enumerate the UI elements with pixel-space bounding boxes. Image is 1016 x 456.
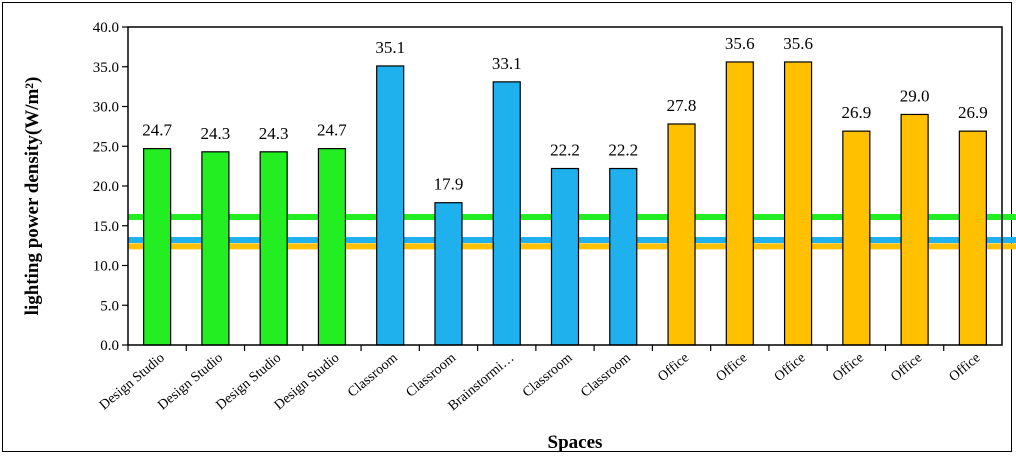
bar: [201, 151, 230, 346]
bar: [317, 148, 347, 346]
bar: [492, 81, 521, 346]
data-label: 26.9: [958, 103, 988, 122]
data-label: 22.2: [608, 141, 638, 160]
bar: [667, 123, 696, 346]
y-axis: 0.0 5.0 10.0 15.0 20.0 25.0 30.0 35.0 40.0: [93, 20, 128, 354]
x-axis-title: Spaces: [548, 432, 603, 453]
bar: [783, 61, 813, 346]
data-label: 27.8: [667, 96, 697, 115]
bar: [143, 148, 172, 346]
x-category-label: Office: [830, 351, 867, 385]
x-category-label: Classroom: [345, 351, 401, 401]
y-axis-title: lighting power density(W/m²): [22, 77, 43, 316]
bar: [550, 167, 580, 346]
bar: [609, 167, 638, 346]
data-label: 22.2: [550, 141, 580, 160]
x-category-label: Office: [772, 351, 809, 385]
bar: [725, 61, 754, 346]
data-label: 33.1: [492, 54, 522, 73]
x-category-label: Office: [714, 351, 751, 385]
x-category-label: Classroom: [404, 351, 460, 401]
bar: [434, 202, 463, 346]
bar-series: [143, 61, 987, 346]
data-labels: 24.7 24.3 24.3 24.7 35.1 17.9 33.1 22.2 22.2 27.8…: [142, 34, 987, 194]
data-label: 24.7: [317, 121, 347, 140]
data-label: 35.6: [725, 34, 755, 53]
y-tick-label: 10.0: [93, 259, 119, 275]
data-label: 26.9: [841, 103, 871, 122]
bar: [958, 130, 987, 346]
y-tick-label: 25.0: [93, 139, 119, 155]
bar: [900, 113, 929, 346]
x-category-label: Classroom: [520, 351, 576, 401]
x-category-label: Office: [888, 351, 925, 385]
y-tick-label: 15.0: [93, 219, 119, 235]
y-tick-label: 20.0: [93, 179, 119, 195]
data-label: 17.9: [434, 175, 464, 194]
y-tick-label: 40.0: [93, 20, 119, 36]
data-label: 35.1: [375, 38, 405, 57]
data-label: 35.6: [783, 34, 813, 53]
x-category-label: Classroom: [578, 351, 634, 401]
y-tick-label: 30.0: [93, 100, 119, 116]
data-label: 24.3: [201, 124, 231, 143]
data-label: 29.0: [900, 86, 930, 105]
y-tick-label: 35.0: [93, 60, 119, 76]
bar: [842, 130, 871, 346]
data-label: 24.3: [259, 124, 289, 143]
y-tick-label: 5.0: [100, 298, 119, 314]
bar: [376, 65, 405, 346]
x-category-label: Office: [947, 351, 984, 385]
bar: [259, 151, 288, 346]
x-category-label: Office: [655, 351, 692, 385]
y-tick-label: 0.0: [100, 338, 119, 354]
data-label: 24.7: [142, 121, 172, 140]
